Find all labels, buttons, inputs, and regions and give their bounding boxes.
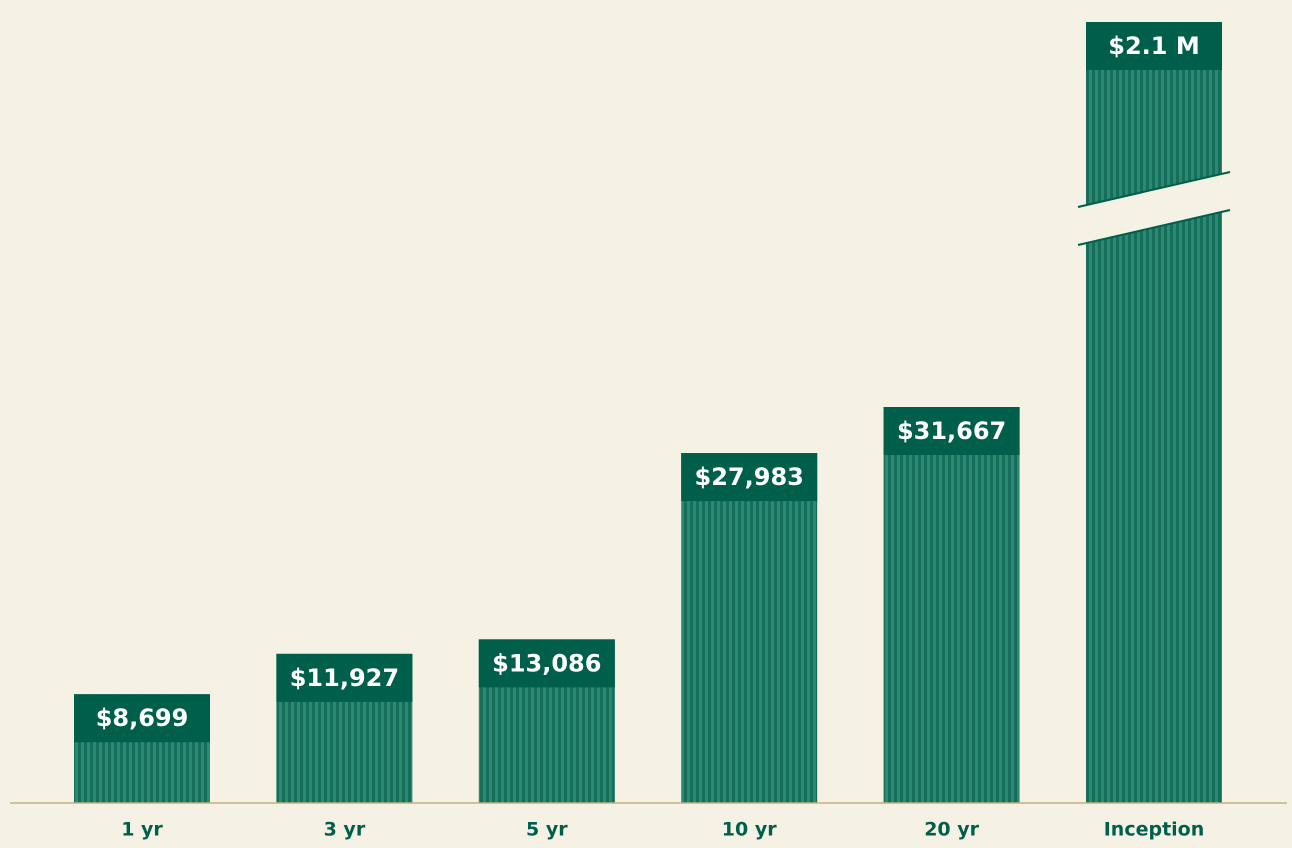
x-tick-label: 1 yr <box>121 819 163 841</box>
value-label-box <box>74 694 210 743</box>
x-tick-label: 3 yr <box>324 819 366 841</box>
bar <box>883 407 1020 803</box>
value-label: $2.1 M <box>1108 32 1199 60</box>
value-label: $8,699 <box>96 704 189 732</box>
value-label: $27,983 <box>695 463 804 491</box>
value-label-box <box>276 653 413 702</box>
axis-break-line <box>1077 209 1231 246</box>
value-label-box <box>478 639 615 688</box>
x-tick-label: 5 yr <box>526 819 568 841</box>
axis-break <box>1078 172 1230 245</box>
value-label-box <box>1086 22 1222 70</box>
bar <box>1086 22 1222 803</box>
value-label-box <box>883 407 1020 455</box>
axis-break-line <box>1077 171 1231 208</box>
value-label: $11,927 <box>290 664 399 692</box>
value-label: $31,667 <box>897 417 1006 445</box>
value-label: $13,086 <box>492 649 601 677</box>
x-tick-label: 10 yr <box>722 819 777 841</box>
bar <box>681 453 818 803</box>
value-label-box <box>681 453 818 502</box>
x-tick-label: Inception <box>1104 819 1205 841</box>
x-tick-label: 20 yr <box>924 819 979 841</box>
